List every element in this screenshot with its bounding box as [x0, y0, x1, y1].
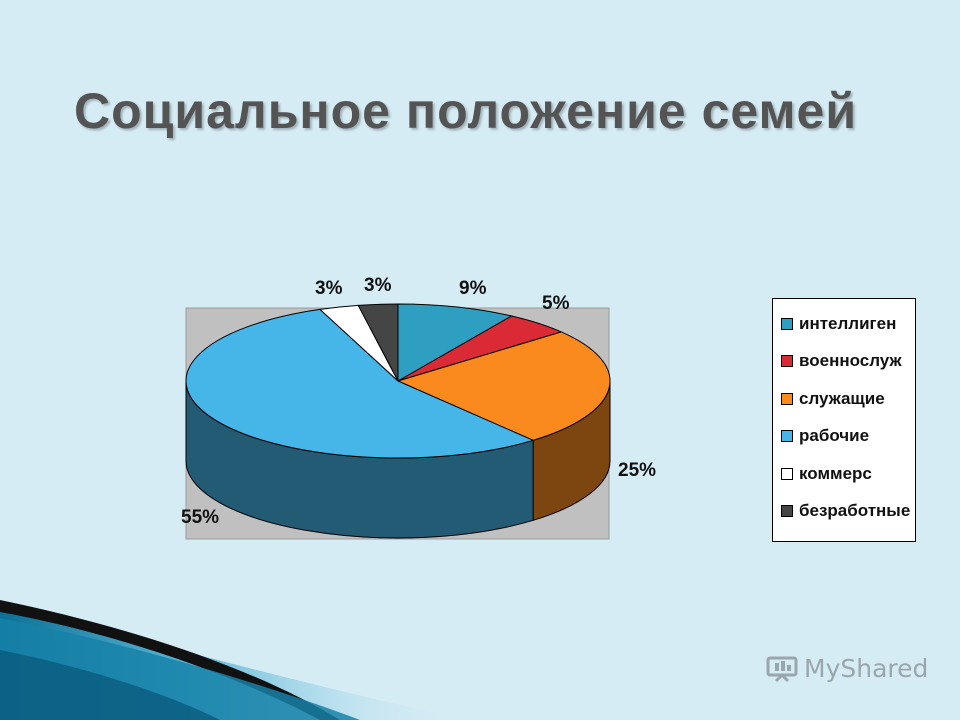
legend-label: рабочие: [799, 426, 870, 446]
legend-item-employees: служащие: [781, 380, 915, 418]
legend-swatch: [781, 317, 793, 330]
legend-label: безработные: [799, 501, 911, 521]
pct-label-workers: 55%: [181, 507, 219, 528]
legend-swatch: [781, 505, 793, 518]
legend-label: коммерс: [799, 463, 872, 483]
slide-title: Социальное положение семей: [74, 83, 858, 139]
pct-label-unemployed: 3%: [364, 275, 392, 296]
legend-swatch: [781, 355, 793, 368]
pie-tops: [185, 303, 611, 459]
pie-walls: [185, 380, 611, 539]
legend-item-military: военнослуж: [781, 343, 915, 381]
legend-swatch: [781, 430, 793, 443]
presentation-icon: [766, 656, 798, 682]
legend-swatch: [781, 392, 793, 405]
legend-label: интеллиген: [799, 313, 897, 333]
pie-slice-0: [397, 303, 513, 382]
legend-item-intelligentsia: интеллиген: [781, 305, 915, 343]
legend-item-workers: рабочие: [781, 418, 915, 456]
legend-item-unemployed: безработные: [781, 493, 915, 531]
chart-legend: интеллиген военнослуж служащие рабочие к…: [772, 298, 916, 542]
pie-slice-5: [357, 303, 399, 382]
legend-swatch: [781, 467, 793, 480]
pie-slice-3: [185, 308, 535, 459]
pie-slice-2: [396, 331, 611, 441]
legend-label: служащие: [799, 388, 885, 408]
watermark: MyShared: [766, 654, 928, 683]
watermark-text: MyShared: [804, 654, 929, 683]
pct-label-intelligentsia: 9%: [459, 278, 487, 299]
pct-label-military: 5%: [542, 293, 570, 314]
pct-label-business: 3%: [315, 278, 343, 299]
legend-label: военнослуж: [799, 351, 902, 371]
pct-label-employees: 25%: [618, 460, 656, 481]
legend-item-business: коммерс: [781, 455, 915, 493]
